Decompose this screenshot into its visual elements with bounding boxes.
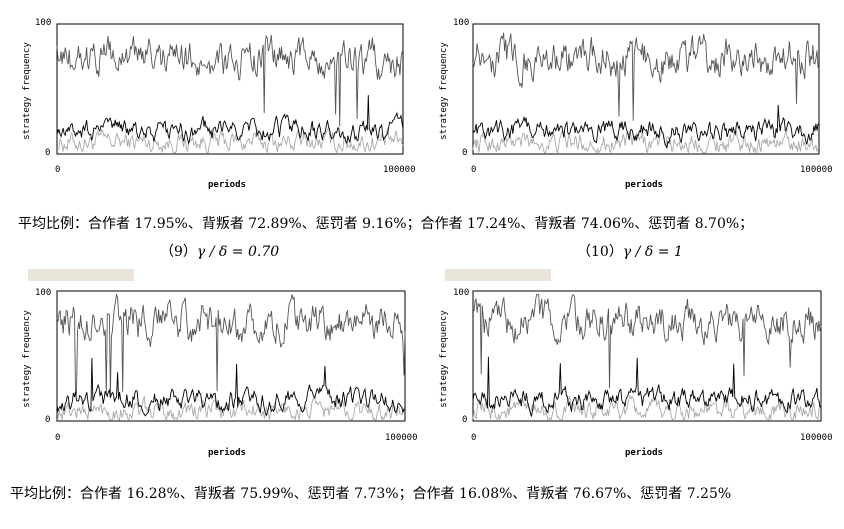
y-axis-label: strategy frequency [21, 310, 32, 408]
x-tick-start: 0 [55, 433, 61, 443]
x-axis-label: periods [625, 180, 663, 190]
x-axis-label: periods [208, 448, 246, 458]
y-tick-bottom: 0 [462, 415, 468, 425]
chart-plot-area [56, 23, 404, 155]
x-tick-end: 100000 [385, 433, 418, 443]
x-axis-label: periods [208, 180, 246, 190]
y-tick-bottom: 0 [45, 415, 51, 425]
subcaption-formula: γ / δ = 0.70 [196, 244, 280, 260]
highlight-bar-left [28, 269, 134, 281]
x-tick-start: 0 [471, 433, 477, 443]
plot-frame [472, 23, 820, 155]
y-tick-top: 100 [453, 288, 470, 298]
chart-plot-area [56, 290, 406, 422]
y-tick-top: 100 [453, 18, 470, 28]
plot-frame [56, 290, 406, 422]
series-line-1 [56, 95, 404, 145]
average-ratio-caption-2: 平均比例：合作者 16.28%、背叛者 75.99%、惩罚者 7.73%；合作者… [10, 486, 732, 502]
subcaption-left: （9）γ / δ = 0.70 [160, 241, 279, 261]
series-line-1 [472, 356, 822, 417]
y-tick-top: 100 [35, 288, 52, 298]
chart-plot-area [472, 290, 822, 422]
series-line-0 [56, 292, 406, 396]
x-axis-label: periods [625, 448, 663, 458]
subcaption-formula: γ / δ = 1 [622, 244, 683, 260]
average-ratio-caption-1: 平均比例：合作者 17.95%、背叛者 72.89%、惩罚者 9.16%；合作者… [18, 216, 754, 232]
y-tick-top: 100 [35, 18, 52, 28]
series-line-2 [472, 394, 822, 421]
y-tick-bottom: 0 [462, 148, 468, 158]
highlight-bar-right [445, 269, 551, 281]
series-line-2 [56, 126, 404, 155]
x-tick-end: 100000 [383, 165, 416, 175]
y-axis-label: strategy frequency [438, 310, 449, 408]
x-tick-start: 0 [55, 165, 61, 175]
plot-frame [56, 23, 404, 155]
series-line-2 [472, 128, 820, 155]
x-tick-end: 100000 [800, 165, 833, 175]
subcaption-number: （9） [160, 244, 197, 260]
series-line-0 [56, 34, 404, 127]
plot-frame [472, 290, 822, 422]
subcaption-right: （10）γ / δ = 1 [577, 241, 683, 261]
chart-plot-area [472, 23, 820, 155]
series-line-2 [56, 396, 406, 421]
y-axis-label: strategy frequency [438, 42, 449, 140]
y-axis-label: strategy frequency [21, 42, 32, 140]
y-tick-bottom: 0 [45, 148, 51, 158]
x-tick-start: 0 [471, 165, 477, 175]
series-line-0 [472, 293, 822, 389]
series-line-0 [472, 32, 820, 121]
series-line-1 [56, 357, 406, 417]
x-tick-end: 100000 [800, 433, 833, 443]
series-line-1 [472, 104, 820, 149]
subcaption-number: （10） [577, 244, 623, 260]
